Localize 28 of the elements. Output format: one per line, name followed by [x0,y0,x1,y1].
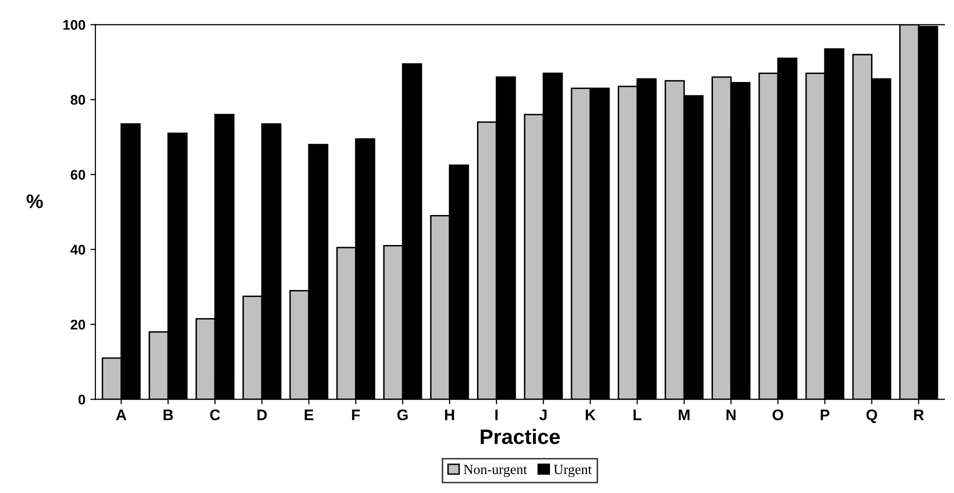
x-tick-label: H [445,410,454,420]
y-tick-label: 80 [70,94,86,105]
x-tick-label: Q [866,409,878,424]
y-tick-label: 0 [78,394,86,404]
x-tick-label: P [820,410,830,420]
x-tick-label: O [772,409,784,420]
x-tick-label: E [304,410,314,420]
x-tick-label: C [210,409,220,420]
x-tick-label: A [116,410,126,420]
y-tick-label: 100 [63,20,86,30]
x-axis-title: Practice [480,428,560,444]
x-tick-label: M [678,410,690,420]
x-tick-label: N [726,410,736,420]
x-tick-label: B [164,410,173,420]
x-tick-label: K [586,410,596,420]
x-tick-label: I [495,410,498,420]
legend-label: Non-urgent [464,464,528,478]
x-tick-label: R [914,410,924,420]
x-tick-label: L [634,410,642,420]
x-tick-label: G [397,409,408,420]
legend-label: Urgent [554,464,592,478]
x-tick-label: J [539,410,547,420]
x-tick-label: F [352,410,360,420]
y-axis-title: % [26,194,43,208]
x-tick-label: D [257,410,267,420]
y-tick-label: 20 [70,320,86,330]
y-tick-label: 40 [70,244,86,255]
y-tick-label: 60 [70,170,86,180]
